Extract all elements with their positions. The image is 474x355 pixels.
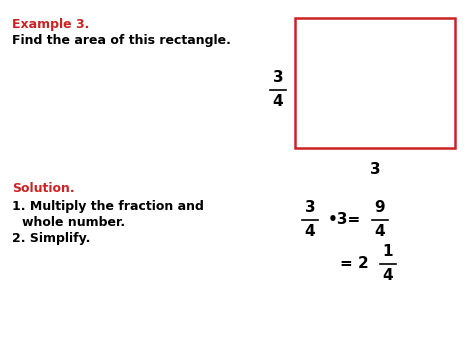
Text: 1. Multiply the fraction and: 1. Multiply the fraction and [12, 200, 204, 213]
Text: Solution.: Solution. [12, 182, 74, 195]
Text: 4: 4 [383, 268, 393, 284]
Text: = 2: = 2 [340, 257, 369, 272]
Text: 3: 3 [370, 162, 380, 177]
Text: 4: 4 [305, 224, 315, 240]
Text: whole number.: whole number. [22, 216, 125, 229]
Text: 1: 1 [383, 245, 393, 260]
Text: Find the area of this rectangle.: Find the area of this rectangle. [12, 34, 231, 47]
Text: 3: 3 [305, 201, 315, 215]
Text: 4: 4 [374, 224, 385, 240]
Text: 9: 9 [374, 201, 385, 215]
Text: 4: 4 [273, 94, 283, 109]
Text: 2. Simplify.: 2. Simplify. [12, 232, 91, 245]
Text: 3: 3 [273, 71, 283, 86]
Text: Example 3.: Example 3. [12, 18, 90, 31]
Text: •3=: •3= [328, 213, 361, 228]
Bar [295, 18, 455, 148]
